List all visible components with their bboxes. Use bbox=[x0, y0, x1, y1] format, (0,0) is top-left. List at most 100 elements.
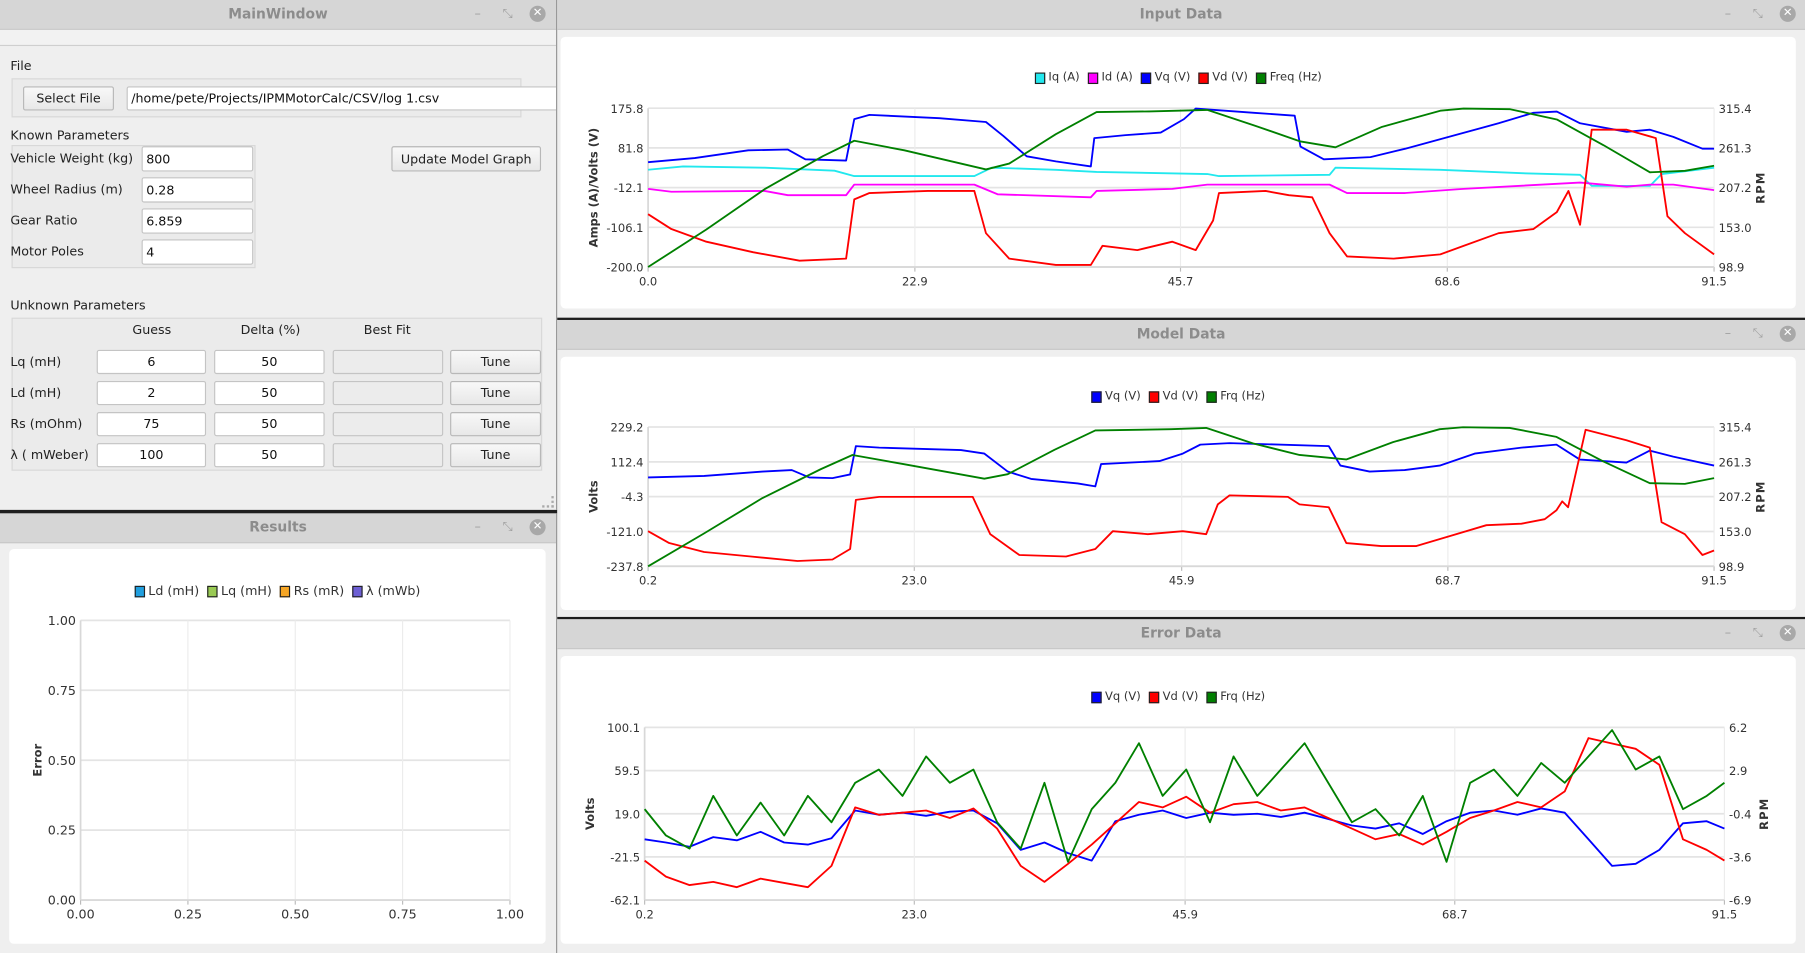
close-icon[interactable]: ✕ bbox=[1779, 624, 1796, 642]
wheel-radius-field[interactable]: 0.28 bbox=[141, 177, 254, 203]
delta-field[interactable]: 50 bbox=[214, 380, 325, 406]
parameter-label: Lq (mH) bbox=[10, 354, 62, 370]
legend-swatch-icon bbox=[352, 585, 363, 597]
select-file-button[interactable]: Select File bbox=[23, 86, 114, 111]
legend-label: Frq (Hz) bbox=[1220, 390, 1266, 403]
guess-field[interactable]: 6 bbox=[96, 349, 207, 375]
y2-tick-label: -0.4 bbox=[1729, 807, 1751, 821]
minimize-icon[interactable]: – bbox=[1724, 624, 1732, 640]
tune-button[interactable]: Tune bbox=[450, 349, 542, 375]
resize-grip-icon[interactable] bbox=[542, 496, 554, 508]
legend-item[interactable]: Vd (V) bbox=[1198, 71, 1248, 84]
minimize-icon[interactable]: – bbox=[474, 5, 481, 21]
legend-item[interactable]: Rs (mR) bbox=[279, 584, 344, 599]
x-tick-label: 91.5 bbox=[1701, 274, 1727, 288]
file-path-field[interactable]: /home/pete/Projects/IPMMotorCalc/CSV/log… bbox=[126, 86, 557, 111]
model-data-chart: Vq (V) Vd (V) Frq (Hz) 229.2 112.4 -4.3 -121.… bbox=[560, 356, 1796, 611]
series-line-iq-a bbox=[648, 165, 1715, 187]
known-parameters-label: Known Parameters bbox=[10, 127, 130, 143]
y-tick-label: -21.5 bbox=[610, 851, 640, 865]
main-window-titlebar[interactable]: MainWindow – ⤡ ✕ bbox=[0, 0, 557, 30]
y-tick-label: 175.8 bbox=[611, 102, 644, 116]
restore-icon[interactable]: ⤡ bbox=[1752, 624, 1763, 640]
delta-field[interactable]: 50 bbox=[214, 412, 325, 437]
y-tick-label: 19.0 bbox=[614, 807, 640, 821]
results-titlebar[interactable]: Results – ⤡ ✕ bbox=[0, 513, 557, 544]
restore-icon[interactable]: ⤡ bbox=[502, 5, 513, 21]
model-data-titlebar[interactable]: Model Data – ⤡ ✕ bbox=[557, 319, 1805, 350]
results-chart: Ld (mH) Lq (mH) Rs (mR) λ (mWb) 1.00 0.75 0.5… bbox=[9, 549, 546, 944]
legend-item[interactable]: Frq (Hz) bbox=[1206, 390, 1265, 403]
x-tick-label: 0.50 bbox=[281, 906, 309, 921]
input-data-titlebar[interactable]: Input Data – ⤡ ✕ bbox=[557, 0, 1805, 30]
legend-item[interactable]: Vq (V) bbox=[1091, 690, 1141, 704]
legend-label: Vq (V) bbox=[1105, 690, 1141, 704]
legend-item[interactable]: Lq (mH) bbox=[207, 584, 272, 599]
tune-button[interactable]: Tune bbox=[450, 412, 542, 437]
y2-tick-label: 6.2 bbox=[1729, 721, 1747, 735]
legend-item[interactable]: Vd (V) bbox=[1148, 390, 1198, 403]
close-icon[interactable]: ✕ bbox=[529, 5, 546, 22]
legend-label: Vq (V) bbox=[1105, 390, 1141, 403]
delta-field[interactable]: 50 bbox=[214, 443, 325, 468]
update-model-graph-button[interactable]: Update Model Graph bbox=[391, 146, 542, 172]
y2-axis-title: RPM bbox=[1754, 481, 1768, 513]
guess-field[interactable]: 2 bbox=[96, 380, 207, 406]
close-icon[interactable]: ✕ bbox=[529, 519, 546, 536]
legend-item[interactable]: Vd (V) bbox=[1148, 691, 1198, 703]
model-data-window: Model Data – ⤡ ✕ Vq (V) Vd (V) Frq (Hz) 22… bbox=[557, 319, 1805, 617]
legend-item[interactable]: Iq (A) bbox=[1034, 71, 1080, 84]
legend-item[interactable]: Ld (mH) bbox=[134, 584, 199, 599]
legend-swatch-icon bbox=[279, 585, 291, 597]
y2-axis-title: RPM bbox=[1754, 172, 1768, 204]
minimize-icon[interactable]: – bbox=[474, 519, 481, 535]
x-tick-label: 23.0 bbox=[901, 574, 927, 588]
x-tick-label: 0.2 bbox=[639, 574, 657, 588]
results-window: Results – ⤡ ✕ Ld (mH) Lq (mH) Rs (mR) λ (mW… bbox=[0, 513, 558, 953]
vehicle-weight-label: Vehicle Weight (kg) bbox=[10, 150, 134, 166]
close-icon[interactable]: ✕ bbox=[1779, 5, 1796, 22]
y-tick-label: -12.1 bbox=[614, 181, 644, 195]
restore-icon[interactable]: ⤡ bbox=[502, 519, 513, 535]
close-icon[interactable]: ✕ bbox=[1779, 325, 1796, 342]
vehicle-weight-field[interactable]: 800 bbox=[141, 146, 254, 172]
gear-ratio-field[interactable]: 6.859 bbox=[141, 208, 254, 234]
delta-header: Delta (%) bbox=[240, 322, 301, 338]
legend-label: λ (mWb) bbox=[366, 583, 421, 599]
y2-axis-title: RPM bbox=[1757, 798, 1771, 830]
tune-button[interactable]: Tune bbox=[450, 443, 542, 468]
legend-item[interactable]: Id (A) bbox=[1087, 71, 1133, 84]
delta-field[interactable]: 50 bbox=[214, 349, 325, 375]
x-tick-label: 68.7 bbox=[1442, 907, 1468, 921]
y-tick-label: 0.50 bbox=[48, 753, 76, 768]
chart-legend: Vq (V) Vd (V) Frq (Hz) bbox=[561, 690, 1796, 704]
y2-tick-label: 153.0 bbox=[1719, 221, 1752, 235]
guess-field[interactable]: 100 bbox=[96, 443, 207, 468]
x-tick-label: 0.2 bbox=[635, 907, 653, 921]
parameter-label: λ ( mWeber) bbox=[10, 447, 89, 463]
legend-item[interactable]: λ (mWb) bbox=[352, 584, 420, 599]
guess-field[interactable]: 75 bbox=[96, 412, 207, 437]
legend-item[interactable]: Vq (V) bbox=[1091, 390, 1141, 403]
tune-button[interactable]: Tune bbox=[450, 380, 542, 406]
y2-tick-label: 315.4 bbox=[1719, 102, 1752, 116]
y-tick-label: 100.1 bbox=[607, 721, 640, 735]
legend-swatch-icon bbox=[1148, 691, 1160, 703]
restore-icon[interactable]: ⤡ bbox=[1752, 5, 1763, 21]
x-tick-label: 91.5 bbox=[1701, 574, 1727, 588]
legend-label: Frq (Hz) bbox=[1220, 690, 1266, 704]
legend-item[interactable]: Frq (Hz) bbox=[1206, 690, 1266, 704]
y-tick-label: 59.5 bbox=[614, 764, 640, 778]
minimize-icon[interactable]: – bbox=[1724, 325, 1732, 341]
y-tick-label: -106.1 bbox=[606, 221, 643, 235]
y2-tick-label: 153.0 bbox=[1719, 525, 1752, 539]
restore-icon[interactable]: ⤡ bbox=[1752, 325, 1763, 341]
error-data-titlebar[interactable]: Error Data – ⤡ ✕ bbox=[557, 619, 1805, 650]
y2-tick-label: -3.6 bbox=[1729, 851, 1751, 865]
legend-item[interactable]: Vq (V) bbox=[1140, 71, 1190, 84]
minimize-icon[interactable]: – bbox=[1724, 5, 1732, 21]
motor-poles-field[interactable]: 4 bbox=[141, 239, 254, 265]
x-tick-label: 23.0 bbox=[901, 907, 927, 921]
legend-item[interactable]: Freq (Hz) bbox=[1255, 71, 1322, 84]
